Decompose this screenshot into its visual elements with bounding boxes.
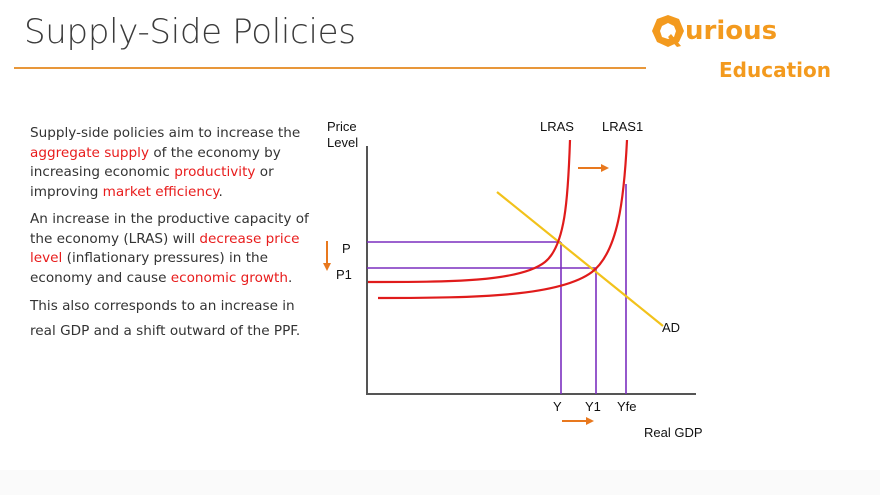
price-p-label: P <box>342 241 351 256</box>
qurious-education-logo: urious Education <box>651 14 871 94</box>
ad-curve <box>496 191 664 327</box>
paragraph-1: Supply-side policies aim to increase the… <box>30 125 301 200</box>
q-logo-icon <box>652 15 684 47</box>
output-y1-label: Y1 <box>585 399 601 414</box>
x-axis-label: Real GDP <box>644 425 703 440</box>
highlight-aggregate-supply: aggregate supply <box>30 144 149 161</box>
explanation-text: Supply-side policies aim to increase the… <box>30 124 312 352</box>
guide-lines <box>367 184 627 394</box>
lras1-curve <box>377 139 629 300</box>
ad-label: AD <box>662 320 680 335</box>
lras-shift-arrow <box>578 164 609 172</box>
highlight-productivity: productivity <box>174 164 256 180</box>
lras-label: LRAS <box>540 119 574 134</box>
paragraph-2: An increase in the productive capacity o… <box>30 211 309 286</box>
logo-brand-bottom: Education <box>719 58 831 82</box>
slide-title: Supply-Side Policies <box>24 12 356 52</box>
price-decrease-arrow <box>323 241 331 271</box>
y-axis-label-line1: Price <box>327 119 357 134</box>
title-underline <box>14 67 646 69</box>
highlight-economic-growth: economic growth <box>170 269 288 286</box>
output-increase-arrow <box>562 417 594 425</box>
output-y-label: Y <box>553 399 562 414</box>
lras1-label: LRAS1 <box>602 119 643 134</box>
highlight-market-efficiency: market efficiency <box>102 183 219 200</box>
lras-curve <box>367 139 572 284</box>
price-p1-label: P1 <box>336 267 352 282</box>
paragraph-3: This also corresponds to an increase in … <box>30 298 301 339</box>
highlight-decrease-price-level: decrease price level <box>30 230 300 267</box>
y-axis-label-line2: Level <box>327 135 358 150</box>
footer-band <box>0 470 880 495</box>
output-yfe-label: Yfe <box>617 399 637 414</box>
logo-brand-top: urious <box>685 16 778 46</box>
